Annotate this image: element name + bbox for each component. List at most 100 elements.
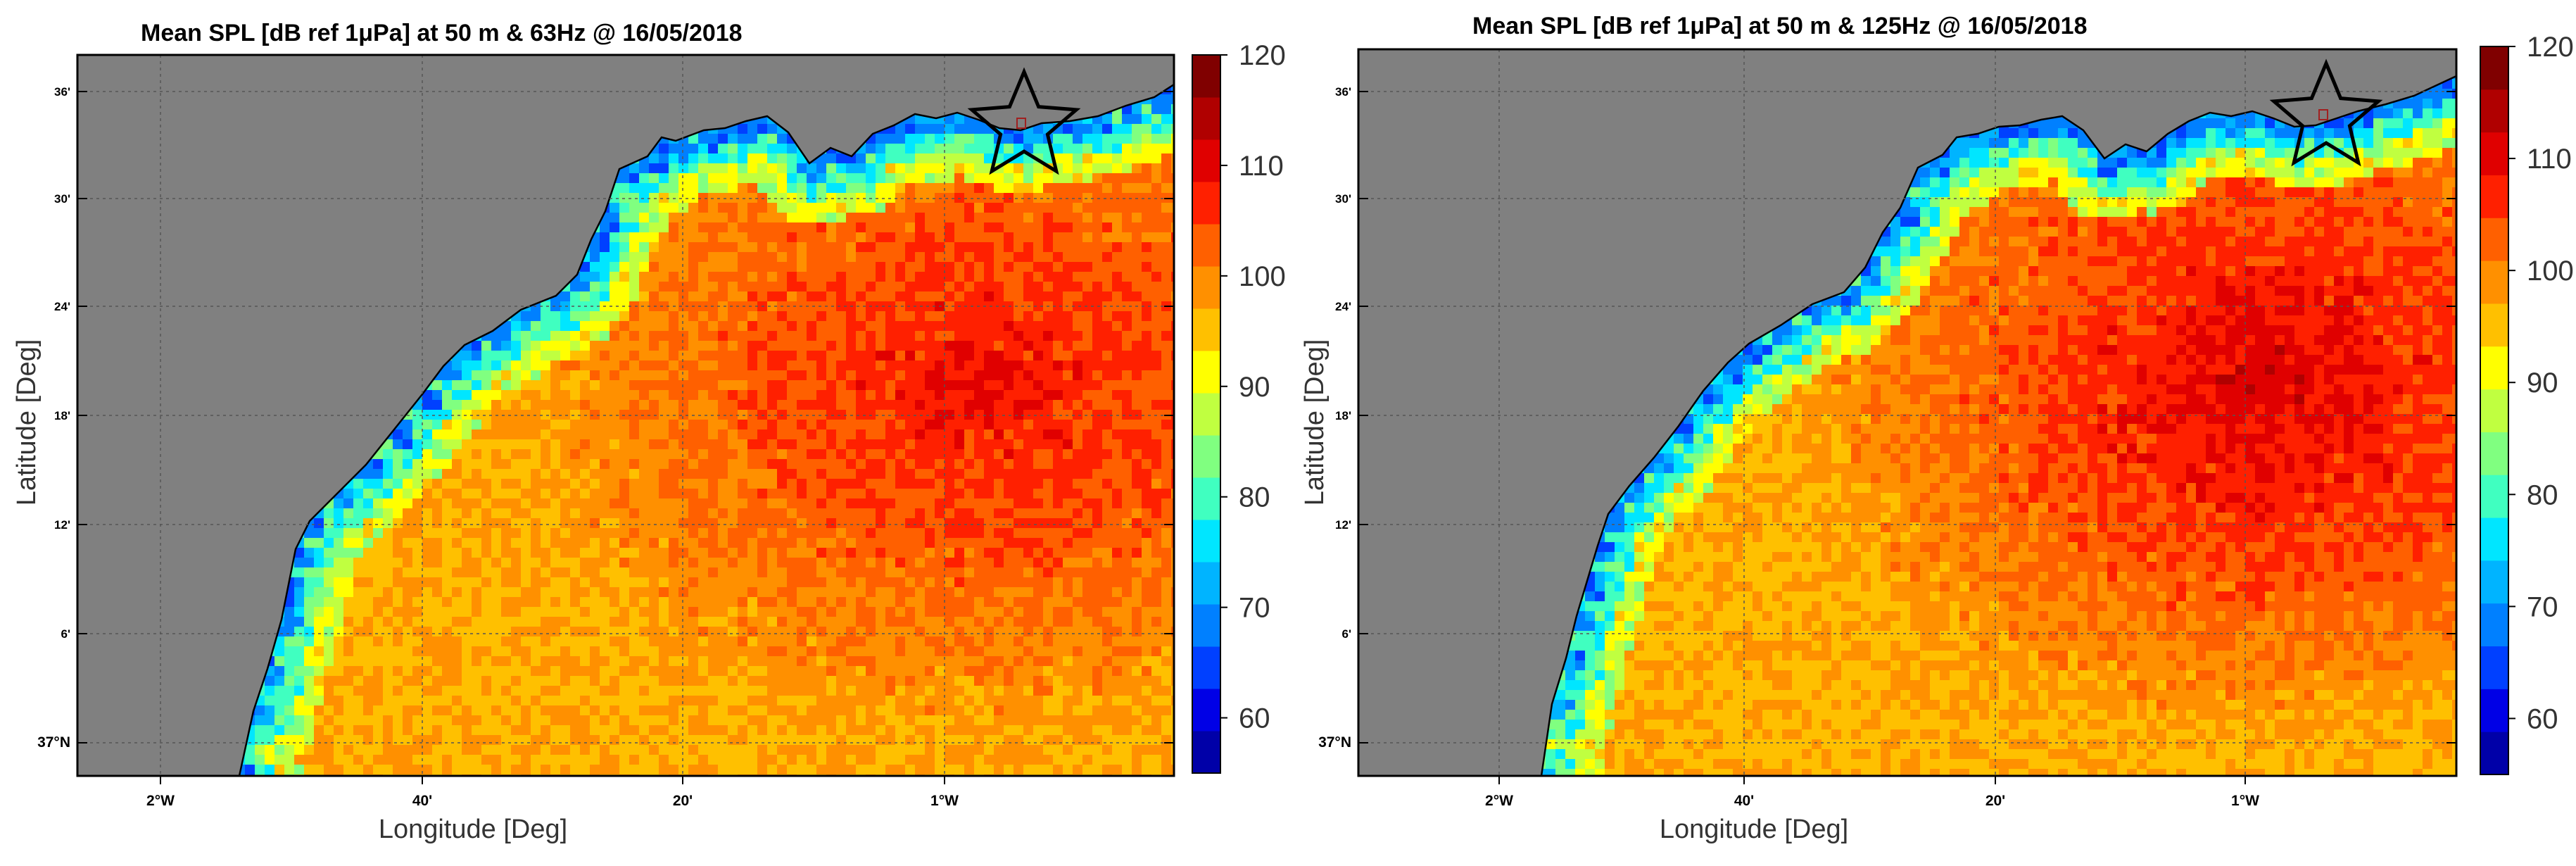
spl-cell <box>866 282 876 292</box>
spl-cell <box>373 479 384 489</box>
spl-cell <box>718 252 728 263</box>
spl-cell <box>935 390 945 401</box>
spl-cell <box>905 193 916 203</box>
spl-cell <box>728 380 738 391</box>
spl-cell <box>718 321 728 332</box>
spl-cell <box>531 390 541 401</box>
spl-cell <box>728 390 738 401</box>
spl-cell <box>1132 420 1142 430</box>
spl-cell <box>1014 282 1024 292</box>
spl-cell <box>639 222 650 233</box>
spl-cell <box>1014 311 1024 322</box>
spl-cell <box>876 252 886 263</box>
spl-cell <box>610 272 620 282</box>
spl-cell <box>1161 153 1172 164</box>
spl-cell <box>1033 252 1044 263</box>
spl-cell <box>767 479 778 489</box>
spl-cell <box>787 380 797 391</box>
spl-cell <box>757 291 768 302</box>
spl-cell <box>1132 291 1142 302</box>
spl-cell <box>797 390 807 401</box>
spl-cell <box>994 449 1004 460</box>
spl-cell <box>511 351 522 361</box>
spl-cell <box>915 252 926 263</box>
spl-cell <box>1161 449 1172 460</box>
spl-cell <box>1132 104 1142 115</box>
spl-cell <box>1082 282 1093 292</box>
spl-cell <box>1142 203 1152 213</box>
spl-cell <box>1092 163 1103 174</box>
spl-cell <box>678 459 689 470</box>
spl-cell <box>698 232 709 243</box>
spl-cell <box>974 360 985 371</box>
spl-cell <box>954 153 965 164</box>
spl-cell <box>1033 360 1044 371</box>
spl-cell <box>807 449 817 460</box>
spl-cell <box>807 291 817 302</box>
spl-cell <box>629 173 640 184</box>
spl-cell <box>501 380 512 391</box>
spl-cell <box>678 173 689 184</box>
spl-cell <box>678 291 689 302</box>
spl-cell <box>954 242 965 253</box>
spl-cell <box>757 272 768 282</box>
spl-cell <box>580 449 591 460</box>
spl-cell <box>846 479 857 489</box>
spl-cell <box>550 459 561 470</box>
spl-cell <box>984 134 995 144</box>
spl-cell <box>747 134 758 144</box>
spl-cell <box>1053 183 1063 194</box>
spl-cell <box>688 429 699 440</box>
spl-cell <box>747 341 758 351</box>
spl-cell <box>659 390 669 401</box>
spl-cell <box>945 153 955 164</box>
spl-cell <box>462 479 472 489</box>
spl-cell <box>511 400 522 410</box>
spl-cell <box>767 173 778 184</box>
spl-cell <box>649 203 659 213</box>
spl-cell <box>580 439 591 450</box>
spl-cell <box>511 370 522 381</box>
spl-cell <box>669 341 679 351</box>
spl-cell <box>767 449 778 460</box>
spl-cell <box>974 341 985 351</box>
spl-cell <box>1122 410 1132 420</box>
spl-cell <box>856 410 866 420</box>
spl-cell <box>1132 321 1142 332</box>
spl-cell <box>600 439 610 450</box>
spl-cell <box>866 144 876 154</box>
spl-cell <box>964 380 975 391</box>
spl-cell <box>422 469 433 479</box>
spl-cell <box>1112 282 1123 292</box>
spl-cell <box>1053 479 1063 489</box>
spl-cell <box>1053 370 1063 381</box>
spl-cell <box>747 331 758 341</box>
spl-cell <box>836 360 847 371</box>
spl-cell <box>836 311 847 322</box>
spl-cell <box>698 390 709 401</box>
spl-cell <box>856 222 866 233</box>
spl-cell <box>698 222 709 233</box>
spl-cell <box>1112 351 1123 361</box>
spl-cell <box>600 252 610 263</box>
spl-cell <box>1092 153 1103 164</box>
spl-cell <box>866 291 876 302</box>
spl-cell <box>787 429 797 440</box>
spl-cell <box>777 331 788 341</box>
spl-cell <box>1142 272 1152 282</box>
spl-cell <box>600 341 610 351</box>
spl-cell <box>698 153 709 164</box>
spl-cell <box>1151 351 1162 361</box>
spl-cell <box>935 380 945 391</box>
spl-cell <box>1102 410 1113 420</box>
spl-cell <box>935 360 945 371</box>
spl-cell <box>797 341 807 351</box>
spl-cell <box>974 370 985 381</box>
spl-cell <box>974 213 985 223</box>
spl-cell <box>964 183 975 194</box>
spl-cell <box>600 291 610 302</box>
spl-cell <box>1112 469 1123 479</box>
spl-cell <box>767 213 778 223</box>
spl-cell <box>698 213 709 223</box>
spl-cell <box>1023 321 1034 332</box>
